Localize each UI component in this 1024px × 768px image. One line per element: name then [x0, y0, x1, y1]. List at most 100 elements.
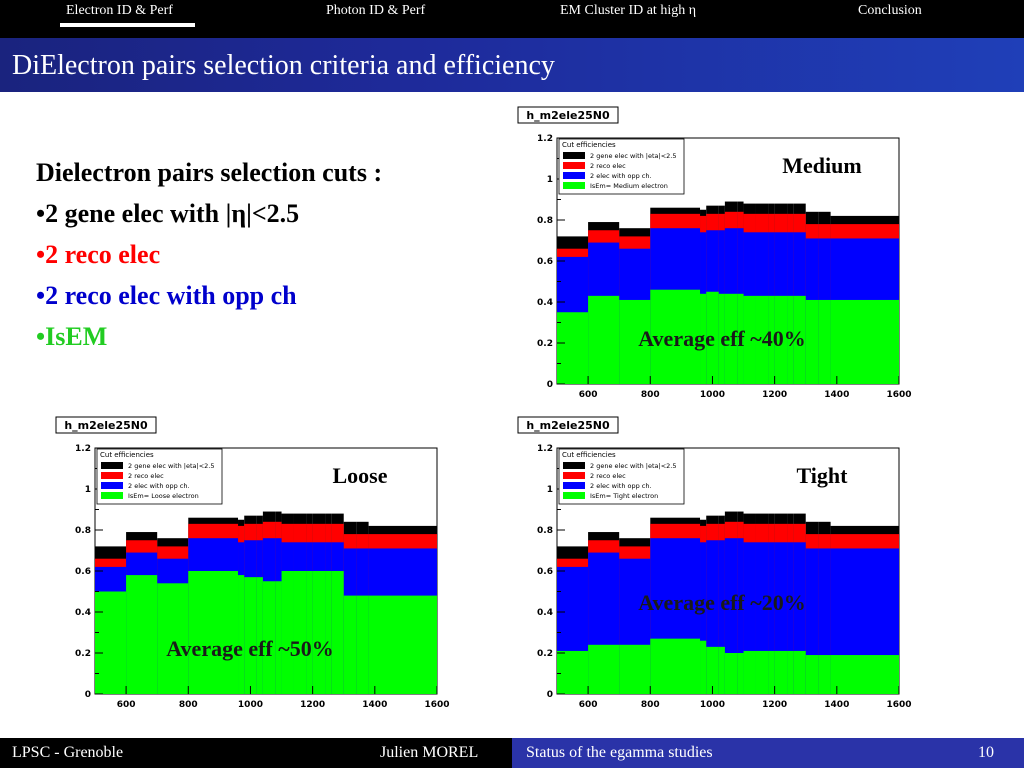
y-tick-label: 0.6	[537, 567, 553, 577]
x-tick-label: 1600	[886, 390, 911, 400]
tight-efficiency-plot: h_m2ele25N0 0 0.2 0.4 0.6 0.8 1 1.2 600 800 1000 12…	[512, 410, 912, 712]
x-tick-label: 1000	[238, 700, 263, 710]
legend-swatch	[563, 152, 585, 159]
y-tick-label: 0.2	[537, 649, 553, 659]
hist-title: h_m2ele25N0	[526, 109, 610, 122]
bin-3-3	[650, 289, 701, 384]
bin-3-11	[306, 571, 313, 694]
medium-histogram-svg: h_m2ele25N0 0 0.2 0.4 0.6 0.8 1 1.2 600 800 1000 12…	[517, 106, 912, 400]
bin-3-16	[818, 655, 831, 694]
y-tick-label: 1	[547, 485, 553, 495]
medium-efficiency-plot: h_m2ele25N0 0 0.2 0.4 0.6 0.8 1 1.2 600 800 1000 12…	[512, 100, 912, 402]
legend-entry: 2 gene elec with |eta|<2.5	[590, 152, 677, 160]
bin-3-15	[343, 595, 357, 694]
bullet: •	[36, 322, 46, 351]
y-tick-label: 0	[547, 690, 553, 700]
bin-3-5	[706, 291, 719, 384]
legend-entry: 2 gene elec with |eta|<2.5	[128, 462, 215, 470]
nav-tab-electron-id[interactable]: Electron ID & Perf	[66, 3, 173, 18]
bin-3-9	[281, 571, 294, 694]
bin-2-6	[718, 540, 725, 694]
bin-3-7	[724, 653, 738, 694]
y-tick-label: 0	[547, 380, 553, 390]
bin-3-16	[356, 595, 369, 694]
legend-swatch	[563, 492, 585, 499]
loose-efficiency-plot: h_m2ele25N0 0 0.2 0.4 0.6 0.8 1 1.2 600 800 1000 12…	[50, 410, 450, 712]
bin-3-17	[830, 299, 899, 384]
cut-item-text: IsEM	[45, 322, 108, 351]
bin-3-1	[588, 644, 620, 694]
y-tick-label: 1.2	[75, 444, 91, 454]
hist-title-box	[55, 416, 157, 434]
bin-3-12	[774, 295, 788, 384]
x-tick-label: 600	[117, 700, 136, 710]
legend-entry: IsEm= Loose electron	[128, 492, 199, 500]
bin-3-8	[275, 581, 282, 694]
average-efficiency-annotation: Average eff ~40%	[638, 326, 805, 351]
selection-cuts-list: Dielectron pairs selection cuts : •2 gen…	[36, 152, 382, 357]
y-tick-label: 0.4	[537, 608, 553, 618]
hist-title-box	[517, 416, 619, 434]
legend-swatch	[101, 472, 123, 479]
bin-2-8	[737, 538, 744, 694]
bin-3-0	[557, 312, 589, 384]
y-tick-label: 0.6	[75, 567, 91, 577]
slide-title: DiElectron pairs selection criteria and …	[12, 50, 555, 81]
x-tick-label: 800	[641, 700, 660, 710]
bin-2-11	[768, 542, 775, 694]
title-bar: DiElectron pairs selection criteria and …	[0, 38, 1024, 92]
bin-3-13	[787, 295, 794, 384]
legend-entry: IsEm= Tight electron	[590, 492, 658, 500]
y-tick-label: 0.2	[537, 339, 553, 349]
y-tick-label: 1	[85, 485, 91, 495]
legend-swatch	[563, 472, 585, 479]
bin-3-8	[737, 293, 744, 384]
hist-title: h_m2ele25N0	[64, 419, 148, 432]
x-tick-label: 1600	[424, 700, 449, 710]
x-tick-label: 1600	[886, 700, 911, 710]
bin-3-3	[188, 571, 239, 694]
bin-3-15	[805, 655, 819, 694]
footer-highlight	[512, 738, 1024, 768]
x-tick-label: 1400	[824, 390, 849, 400]
bin-3-14	[331, 571, 344, 694]
bin-3-12	[774, 650, 788, 694]
bin-3-17	[368, 595, 437, 694]
x-tick-label: 1000	[700, 390, 725, 400]
nav-tab-em-cluster-id[interactable]: EM Cluster ID at high η	[560, 3, 697, 18]
bin-3-1	[126, 575, 158, 694]
hist-title: h_m2ele25N0	[526, 419, 610, 432]
bin-3-8	[737, 653, 744, 694]
nav-tab-photon-id[interactable]: Photon ID & Perf	[326, 3, 426, 18]
y-tick-label: 0.8	[537, 216, 553, 226]
cut-item-gene: •2 gene elec with |η|<2.5	[36, 193, 382, 234]
legend-title: Cut efficiencies	[562, 141, 616, 149]
footer-lab: LPSC - Grenoble	[12, 744, 124, 761]
bin-3-2	[619, 644, 651, 694]
cut-item-oppch: •2 reco elec with opp ch	[36, 275, 382, 316]
footer-bar: LPSC - Grenoble Julien MOREL Status of t…	[0, 738, 1024, 768]
bullet: •	[36, 281, 46, 310]
legend-swatch	[563, 462, 585, 469]
bullet: •	[36, 240, 46, 269]
legend-swatch	[101, 482, 123, 489]
x-tick-label: 600	[579, 700, 598, 710]
y-tick-label: 0.4	[75, 608, 91, 618]
legend-swatch	[563, 182, 585, 189]
nav-tab-conclusion[interactable]: Conclusion	[858, 3, 922, 18]
loose-histogram-svg: h_m2ele25N0 0 0.2 0.4 0.6 0.8 1 1.2 600 800 1000 12…	[55, 416, 450, 710]
bin-3-2	[157, 583, 189, 694]
x-tick-label: 600	[579, 390, 598, 400]
bin-3-4	[700, 640, 707, 694]
bin-3-14	[793, 650, 806, 694]
cut-item-text: 2 gene elec with |η|<2.5	[45, 199, 300, 228]
legend-entry: 2 reco elec	[590, 472, 626, 480]
working-point-label: Loose	[333, 463, 388, 488]
bin-3-11	[768, 295, 775, 384]
bin-3-16	[818, 299, 831, 384]
bin-3-5	[244, 577, 257, 694]
legend-entry: 2 gene elec with |eta|<2.5	[590, 462, 677, 470]
active-tab-indicator	[60, 23, 195, 27]
legend-swatch	[101, 462, 123, 469]
y-tick-label: 0.8	[537, 526, 553, 536]
